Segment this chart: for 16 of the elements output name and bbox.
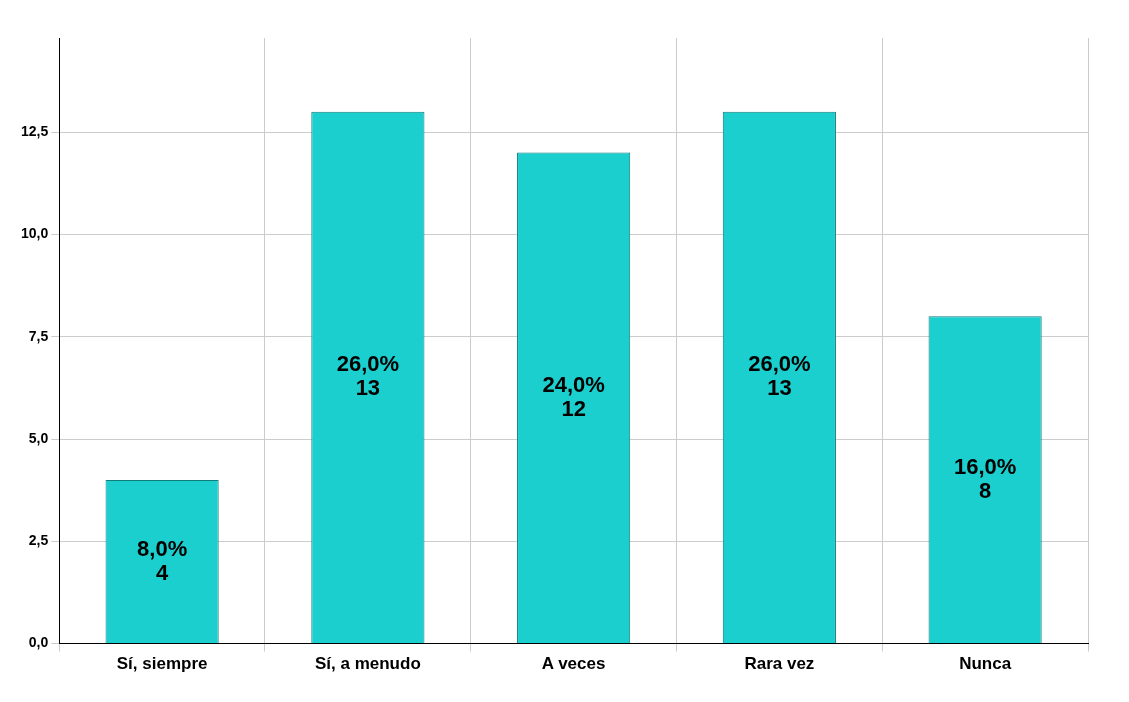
y-tick-label: 0,0 bbox=[28, 634, 49, 651]
y-tick-label: 5,0 bbox=[28, 429, 49, 446]
y-tick-label: 7,5 bbox=[28, 327, 49, 344]
y-tick-label: 2,5 bbox=[28, 532, 49, 549]
data-label: 24,0% 12 bbox=[542, 371, 605, 421]
data-label: 26,0% 13 bbox=[336, 351, 400, 401]
data-label: 16,0% 8 bbox=[953, 453, 1017, 503]
x-tick-label: A veces bbox=[541, 654, 606, 674]
x-tick-label: Sí, a menudo bbox=[314, 654, 421, 674]
data-label: 8,0% 4 bbox=[137, 535, 188, 585]
y-tick-label: 12,5 bbox=[21, 122, 49, 139]
x-tick-label: Rara vez bbox=[744, 654, 815, 674]
x-tick-label: Nunca bbox=[959, 654, 1012, 674]
y-tick-label: 10,0 bbox=[21, 225, 49, 242]
data-label: 26,0% 13 bbox=[748, 351, 811, 401]
x-tick-label: Sí, siempre bbox=[116, 654, 208, 674]
